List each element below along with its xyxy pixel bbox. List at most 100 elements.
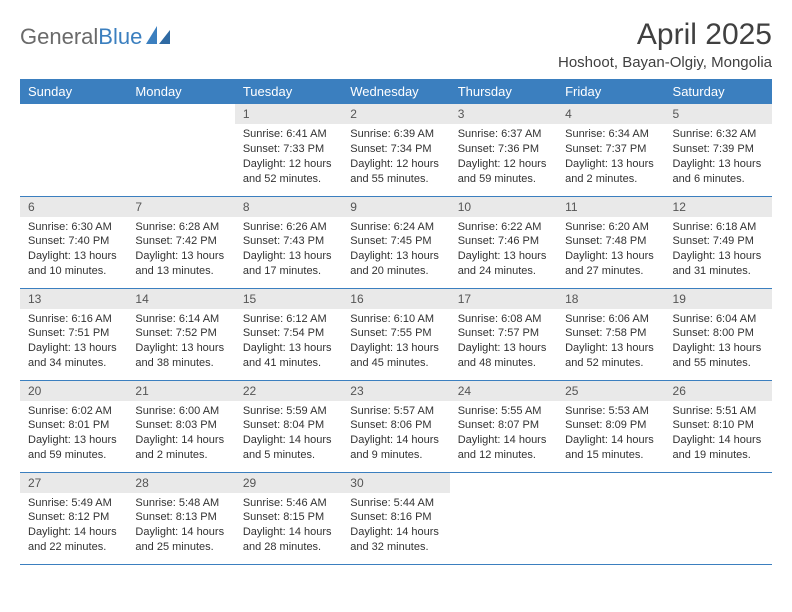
sunset-text: Sunset: 8:07 PM bbox=[458, 418, 549, 433]
sunset-text: Sunset: 7:54 PM bbox=[243, 326, 334, 341]
daylight-text: Daylight: 14 hours and 9 minutes. bbox=[350, 433, 441, 463]
sunset-text: Sunset: 7:45 PM bbox=[350, 234, 441, 249]
daylight-text: Daylight: 14 hours and 22 minutes. bbox=[28, 525, 119, 555]
day-body: Sunrise: 6:34 AMSunset: 7:37 PMDaylight:… bbox=[557, 124, 664, 192]
sunset-text: Sunset: 7:48 PM bbox=[565, 234, 656, 249]
weekday-header: Sunday bbox=[20, 79, 127, 104]
day-number: 10 bbox=[450, 197, 557, 217]
calendar-week-row: 20Sunrise: 6:02 AMSunset: 8:01 PMDayligh… bbox=[20, 380, 772, 472]
calendar-cell: 26Sunrise: 5:51 AMSunset: 8:10 PMDayligh… bbox=[665, 380, 772, 472]
calendar-cell bbox=[20, 104, 127, 196]
calendar-cell: 4Sunrise: 6:34 AMSunset: 7:37 PMDaylight… bbox=[557, 104, 664, 196]
day-number: 17 bbox=[450, 289, 557, 309]
sunset-text: Sunset: 8:00 PM bbox=[673, 326, 764, 341]
daylight-text: Daylight: 13 hours and 45 minutes. bbox=[350, 341, 441, 371]
calendar-cell: 30Sunrise: 5:44 AMSunset: 8:16 PMDayligh… bbox=[342, 472, 449, 564]
daylight-text: Daylight: 13 hours and 20 minutes. bbox=[350, 249, 441, 279]
sunrise-text: Sunrise: 6:20 AM bbox=[565, 220, 656, 235]
calendar-cell: 18Sunrise: 6:06 AMSunset: 7:58 PMDayligh… bbox=[557, 288, 664, 380]
day-body: Sunrise: 6:16 AMSunset: 7:51 PMDaylight:… bbox=[20, 309, 127, 377]
day-body: Sunrise: 6:12 AMSunset: 7:54 PMDaylight:… bbox=[235, 309, 342, 377]
sunset-text: Sunset: 8:04 PM bbox=[243, 418, 334, 433]
day-body: Sunrise: 5:44 AMSunset: 8:16 PMDaylight:… bbox=[342, 493, 449, 561]
day-body: Sunrise: 6:41 AMSunset: 7:33 PMDaylight:… bbox=[235, 124, 342, 192]
sunrise-text: Sunrise: 6:06 AM bbox=[565, 312, 656, 327]
daylight-text: Daylight: 12 hours and 59 minutes. bbox=[458, 157, 549, 187]
day-body: Sunrise: 6:30 AMSunset: 7:40 PMDaylight:… bbox=[20, 217, 127, 285]
sunrise-text: Sunrise: 5:59 AM bbox=[243, 404, 334, 419]
calendar-cell: 3Sunrise: 6:37 AMSunset: 7:36 PMDaylight… bbox=[450, 104, 557, 196]
sunrise-text: Sunrise: 6:41 AM bbox=[243, 127, 334, 142]
sunrise-text: Sunrise: 6:37 AM bbox=[458, 127, 549, 142]
day-number: 27 bbox=[20, 473, 127, 493]
sunrise-text: Sunrise: 6:28 AM bbox=[135, 220, 226, 235]
day-body: Sunrise: 6:18 AMSunset: 7:49 PMDaylight:… bbox=[665, 217, 772, 285]
calendar-cell: 21Sunrise: 6:00 AMSunset: 8:03 PMDayligh… bbox=[127, 380, 234, 472]
day-body: Sunrise: 6:37 AMSunset: 7:36 PMDaylight:… bbox=[450, 124, 557, 192]
sunset-text: Sunset: 7:52 PM bbox=[135, 326, 226, 341]
sunset-text: Sunset: 8:15 PM bbox=[243, 510, 334, 525]
calendar-cell: 5Sunrise: 6:32 AMSunset: 7:39 PMDaylight… bbox=[665, 104, 772, 196]
calendar-cell: 13Sunrise: 6:16 AMSunset: 7:51 PMDayligh… bbox=[20, 288, 127, 380]
day-body: Sunrise: 6:39 AMSunset: 7:34 PMDaylight:… bbox=[342, 124, 449, 192]
header: GeneralBlue April 2025 Hoshoot, Bayan-Ol… bbox=[20, 18, 772, 71]
calendar-cell: 29Sunrise: 5:46 AMSunset: 8:15 PMDayligh… bbox=[235, 472, 342, 564]
calendar-cell: 1Sunrise: 6:41 AMSunset: 7:33 PMDaylight… bbox=[235, 104, 342, 196]
sunset-text: Sunset: 7:42 PM bbox=[135, 234, 226, 249]
sunrise-text: Sunrise: 5:49 AM bbox=[28, 496, 119, 511]
sunrise-text: Sunrise: 5:57 AM bbox=[350, 404, 441, 419]
sunset-text: Sunset: 7:55 PM bbox=[350, 326, 441, 341]
calendar-cell: 10Sunrise: 6:22 AMSunset: 7:46 PMDayligh… bbox=[450, 196, 557, 288]
day-number: 1 bbox=[235, 104, 342, 124]
sunrise-text: Sunrise: 6:00 AM bbox=[135, 404, 226, 419]
daylight-text: Daylight: 12 hours and 55 minutes. bbox=[350, 157, 441, 187]
weekday-header: Monday bbox=[127, 79, 234, 104]
calendar-cell: 16Sunrise: 6:10 AMSunset: 7:55 PMDayligh… bbox=[342, 288, 449, 380]
day-number: 2 bbox=[342, 104, 449, 124]
day-body: Sunrise: 6:10 AMSunset: 7:55 PMDaylight:… bbox=[342, 309, 449, 377]
calendar-cell: 28Sunrise: 5:48 AMSunset: 8:13 PMDayligh… bbox=[127, 472, 234, 564]
day-body: Sunrise: 5:55 AMSunset: 8:07 PMDaylight:… bbox=[450, 401, 557, 469]
daylight-text: Daylight: 13 hours and 17 minutes. bbox=[243, 249, 334, 279]
calendar-cell: 23Sunrise: 5:57 AMSunset: 8:06 PMDayligh… bbox=[342, 380, 449, 472]
day-body: Sunrise: 6:20 AMSunset: 7:48 PMDaylight:… bbox=[557, 217, 664, 285]
calendar-cell: 7Sunrise: 6:28 AMSunset: 7:42 PMDaylight… bbox=[127, 196, 234, 288]
sunset-text: Sunset: 8:03 PM bbox=[135, 418, 226, 433]
daylight-text: Daylight: 13 hours and 48 minutes. bbox=[458, 341, 549, 371]
sunrise-text: Sunrise: 6:22 AM bbox=[458, 220, 549, 235]
sunrise-text: Sunrise: 5:55 AM bbox=[458, 404, 549, 419]
weekday-header: Saturday bbox=[665, 79, 772, 104]
day-body: Sunrise: 5:51 AMSunset: 8:10 PMDaylight:… bbox=[665, 401, 772, 469]
calendar-week-row: 27Sunrise: 5:49 AMSunset: 8:12 PMDayligh… bbox=[20, 472, 772, 564]
daylight-text: Daylight: 14 hours and 19 minutes. bbox=[673, 433, 764, 463]
daylight-text: Daylight: 13 hours and 55 minutes. bbox=[673, 341, 764, 371]
calendar-cell: 2Sunrise: 6:39 AMSunset: 7:34 PMDaylight… bbox=[342, 104, 449, 196]
sunrise-text: Sunrise: 5:53 AM bbox=[565, 404, 656, 419]
day-body: Sunrise: 5:48 AMSunset: 8:13 PMDaylight:… bbox=[127, 493, 234, 561]
daylight-text: Daylight: 13 hours and 10 minutes. bbox=[28, 249, 119, 279]
daylight-text: Daylight: 13 hours and 34 minutes. bbox=[28, 341, 119, 371]
day-body: Sunrise: 6:32 AMSunset: 7:39 PMDaylight:… bbox=[665, 124, 772, 192]
day-body: Sunrise: 6:22 AMSunset: 7:46 PMDaylight:… bbox=[450, 217, 557, 285]
location: Hoshoot, Bayan-Olgiy, Mongolia bbox=[558, 54, 772, 71]
daylight-text: Daylight: 13 hours and 6 minutes. bbox=[673, 157, 764, 187]
calendar-cell: 25Sunrise: 5:53 AMSunset: 8:09 PMDayligh… bbox=[557, 380, 664, 472]
sunrise-text: Sunrise: 6:39 AM bbox=[350, 127, 441, 142]
sunset-text: Sunset: 7:39 PM bbox=[673, 142, 764, 157]
sunset-text: Sunset: 8:10 PM bbox=[673, 418, 764, 433]
day-body: Sunrise: 6:24 AMSunset: 7:45 PMDaylight:… bbox=[342, 217, 449, 285]
sunrise-text: Sunrise: 5:48 AM bbox=[135, 496, 226, 511]
day-body: Sunrise: 6:02 AMSunset: 8:01 PMDaylight:… bbox=[20, 401, 127, 469]
sunrise-text: Sunrise: 6:32 AM bbox=[673, 127, 764, 142]
day-body: Sunrise: 6:26 AMSunset: 7:43 PMDaylight:… bbox=[235, 217, 342, 285]
page-title: April 2025 bbox=[558, 18, 772, 52]
sunrise-text: Sunrise: 6:26 AM bbox=[243, 220, 334, 235]
day-body: Sunrise: 6:08 AMSunset: 7:57 PMDaylight:… bbox=[450, 309, 557, 377]
daylight-text: Daylight: 13 hours and 27 minutes. bbox=[565, 249, 656, 279]
day-number: 30 bbox=[342, 473, 449, 493]
day-number: 12 bbox=[665, 197, 772, 217]
daylight-text: Daylight: 14 hours and 12 minutes. bbox=[458, 433, 549, 463]
day-number: 13 bbox=[20, 289, 127, 309]
calendar-cell: 15Sunrise: 6:12 AMSunset: 7:54 PMDayligh… bbox=[235, 288, 342, 380]
sunrise-text: Sunrise: 6:16 AM bbox=[28, 312, 119, 327]
